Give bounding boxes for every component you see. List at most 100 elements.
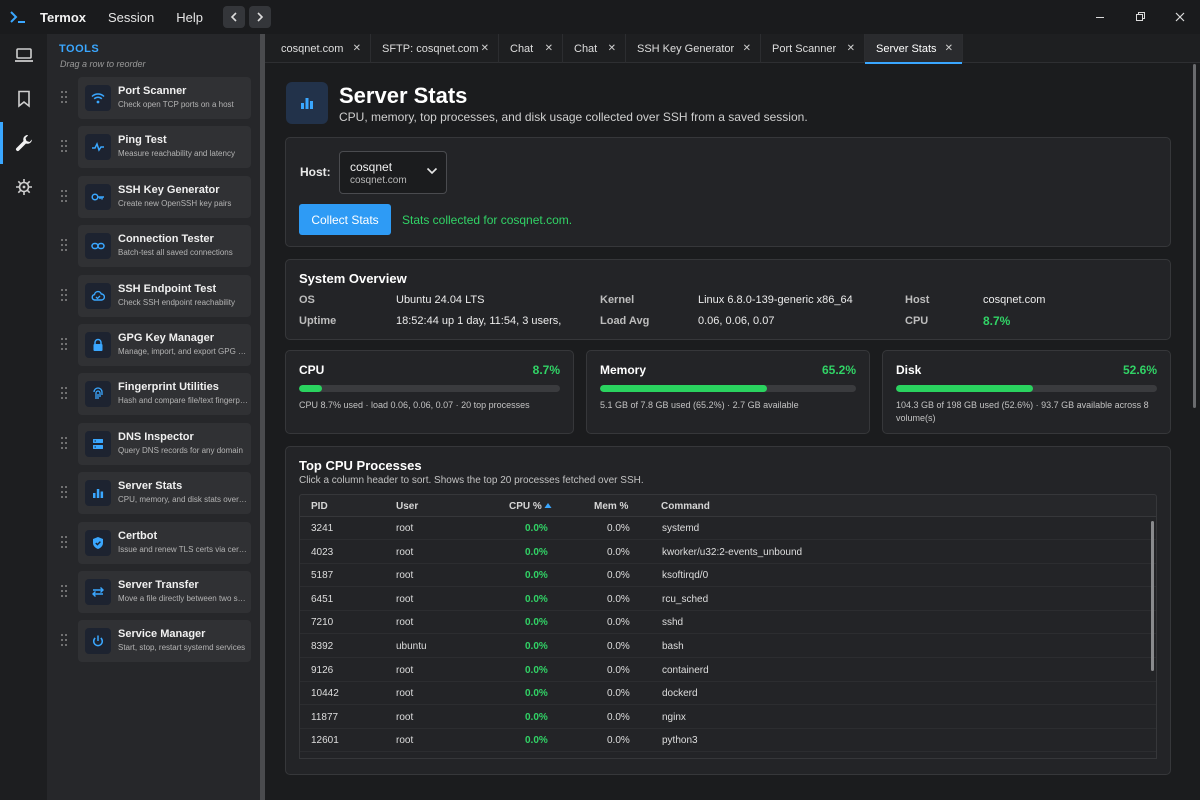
host-select[interactable]: cosqnet cosqnet.com [339, 151, 447, 194]
system-overview-panel: System Overview OS Ubuntu 24.04 LTS Upti… [285, 259, 1171, 340]
tab-close-icon[interactable]: ✕ [607, 43, 616, 54]
cell-pid: 5187 [311, 570, 334, 582]
tool-row[interactable]: Port Scanner Check open TCP ports on a ho… [47, 77, 260, 119]
tool-row[interactable]: Service Manager Start, stop, restart syst… [47, 620, 260, 663]
col-cpu[interactable]: CPU % [509, 501, 552, 512]
tab-close-icon[interactable]: ✕ [742, 43, 751, 54]
table-row[interactable]: 9126 root 0.0% 0.0% containerd [300, 659, 1156, 682]
menu-session[interactable]: Session [108, 9, 155, 25]
table-row[interactable]: 4023 root 0.0% 0.0% kworker/u32:2-events_unb… [300, 541, 1156, 564]
tool-row[interactable]: Connection Tester Batch-test all saved co… [47, 225, 260, 268]
tool-card[interactable]: DNS Inspector Query DNS records for any d… [78, 422, 251, 465]
tool-description: Create new OpenSSH key pairs [118, 198, 232, 208]
drag-handle-icon[interactable] [61, 189, 67, 202]
tool-row[interactable]: SSH Key Generator Create new OpenSSH key … [47, 175, 260, 218]
tool-description: Start, stop, restart systemd services [118, 643, 246, 653]
tool-card[interactable]: Ping Test Measure reachability and latenc… [78, 126, 251, 169]
tool-card[interactable]: Fingerprint Utilities Hash and compare fi… [78, 373, 251, 416]
tool-card[interactable]: Connection Tester Batch-test all saved co… [78, 225, 251, 268]
table-row[interactable]: 6451 root 0.0% 0.0% rcu_sched [300, 588, 1156, 611]
tool-row[interactable]: Server Stats CPU, memory, and disk stats … [47, 472, 260, 515]
tab[interactable]: Chat ✕ [563, 34, 626, 63]
minimize-button[interactable] [1080, 0, 1120, 34]
tab[interactable]: SSH Key Generator ✕ [626, 34, 761, 63]
drag-handle-icon[interactable] [61, 486, 67, 499]
activity-tools[interactable] [0, 122, 47, 164]
table-row[interactable]: 7210 root 0.0% 0.0% sshd [300, 611, 1156, 635]
tool-card[interactable]: Server Transfer Move a file directly betw… [78, 571, 251, 613]
memory-card-title: Memory [600, 363, 647, 377]
activity-bookmarks[interactable] [0, 78, 47, 120]
tool-description: Manage, import, and export GPG keys [118, 347, 248, 356]
tab-label: Chat [574, 42, 598, 55]
tab-close-icon[interactable]: ✕ [480, 43, 489, 54]
col-command[interactable]: Command [661, 501, 710, 512]
tab-close-icon[interactable]: ✕ [944, 43, 953, 54]
tab-close-icon[interactable]: ✕ [544, 43, 553, 54]
cell-mem: 0.0% [607, 711, 630, 723]
host-overview-value: cosqnet.com [983, 294, 1046, 306]
col-mem[interactable]: Mem % [594, 501, 629, 512]
tool-row[interactable]: Certbot Issue and renew TLS certs via cer… [47, 521, 260, 564]
cell-user: root [396, 735, 414, 747]
main-scrollbar[interactable] [1193, 64, 1196, 408]
cell-cpu: 0.0% [525, 664, 548, 676]
terminal-logo-icon [10, 9, 26, 25]
menu-help[interactable]: Help [176, 9, 203, 25]
table-row[interactable]: 8392 ubuntu 0.0% 0.0% bash [300, 635, 1156, 658]
back-button[interactable] [223, 6, 245, 28]
maximize-button[interactable] [1120, 0, 1160, 34]
tab-close-icon[interactable]: ✕ [352, 43, 361, 54]
tool-card[interactable]: SSH Endpoint Test Check SSH endpoint reac… [78, 274, 251, 317]
chevron-left-icon [230, 12, 237, 22]
tool-row[interactable]: SSH Endpoint Test Check SSH endpoint reac… [47, 274, 260, 317]
cell-cpu: 0.0% [525, 617, 548, 629]
process-table-scrollbar[interactable] [1151, 521, 1154, 671]
tab[interactable]: SFTP: cosqnet.com ✕ [371, 34, 499, 63]
drag-handle-icon[interactable] [61, 338, 67, 350]
col-user[interactable]: User [396, 501, 419, 512]
tool-card[interactable]: Certbot Issue and renew TLS certs via cer… [78, 521, 251, 564]
sidebar-scrollbar[interactable] [260, 34, 265, 800]
forward-button[interactable] [249, 6, 271, 28]
tab[interactable]: Server Stats ✕ [865, 34, 963, 64]
drag-handle-icon[interactable] [61, 239, 67, 252]
drag-handle-icon[interactable] [61, 387, 67, 400]
tool-row[interactable]: GPG Key Manager Manage, import, and expor… [47, 324, 260, 366]
collect-stats-button[interactable]: Collect Stats [299, 204, 391, 235]
activity-kubernetes[interactable] [0, 166, 47, 208]
table-row[interactable]: 11877 root 0.0% 0.0% nginx [300, 706, 1156, 729]
drag-handle-icon[interactable] [61, 634, 67, 647]
tab[interactable]: Chat ✕ [499, 34, 563, 63]
table-row[interactable]: 12601 root 0.0% 0.0% python3 [300, 729, 1156, 753]
activity-sessions[interactable] [0, 34, 47, 76]
tool-card[interactable]: Port Scanner Check open TCP ports on a ho… [78, 77, 251, 119]
tool-row[interactable]: DNS Inspector Query DNS records for any d… [47, 422, 260, 465]
tool-row[interactable]: Fingerprint Utilities Hash and compare fi… [47, 373, 260, 416]
drag-handle-icon[interactable] [61, 91, 67, 103]
cell-command: kworker/u32:2-events_unbound [662, 546, 803, 558]
memory-progress-track [600, 385, 856, 392]
col-pid[interactable]: PID [311, 501, 328, 512]
cpu-overview-label: CPU [905, 315, 929, 327]
tool-card[interactable]: Server Stats CPU, memory, and disk stats … [78, 472, 251, 515]
drag-handle-icon[interactable] [61, 535, 67, 548]
tab[interactable]: Port Scanner ✕ [761, 34, 865, 63]
drag-handle-icon[interactable] [61, 288, 67, 301]
cell-cpu: 0.0% [525, 711, 548, 723]
drag-handle-icon[interactable] [61, 436, 67, 449]
table-row[interactable]: 10442 root 0.0% 0.0% dockerd [300, 682, 1156, 706]
table-row[interactable]: 3241 root 0.0% 0.0% systemd [300, 517, 1156, 540]
tool-row[interactable]: Server Transfer Move a file directly betw… [47, 571, 260, 613]
drag-handle-icon[interactable] [61, 140, 67, 153]
table-row[interactable]: 5187 root 0.0% 0.0% ksoftirqd/0 [300, 564, 1156, 588]
tab-close-icon[interactable]: ✕ [846, 43, 855, 54]
tool-card[interactable]: Service Manager Start, stop, restart syst… [78, 620, 251, 663]
tool-card[interactable]: GPG Key Manager Manage, import, and expor… [78, 324, 251, 366]
tool-card[interactable]: SSH Key Generator Create new OpenSSH key … [78, 175, 251, 218]
main-content: Server Stats CPU, memory, top processes,… [265, 64, 1200, 800]
close-window-button[interactable] [1160, 0, 1200, 34]
tab[interactable]: cosqnet.com ✕ [270, 34, 371, 63]
tool-row[interactable]: Ping Test Measure reachability and latenc… [47, 126, 260, 169]
drag-handle-icon[interactable] [61, 585, 67, 597]
